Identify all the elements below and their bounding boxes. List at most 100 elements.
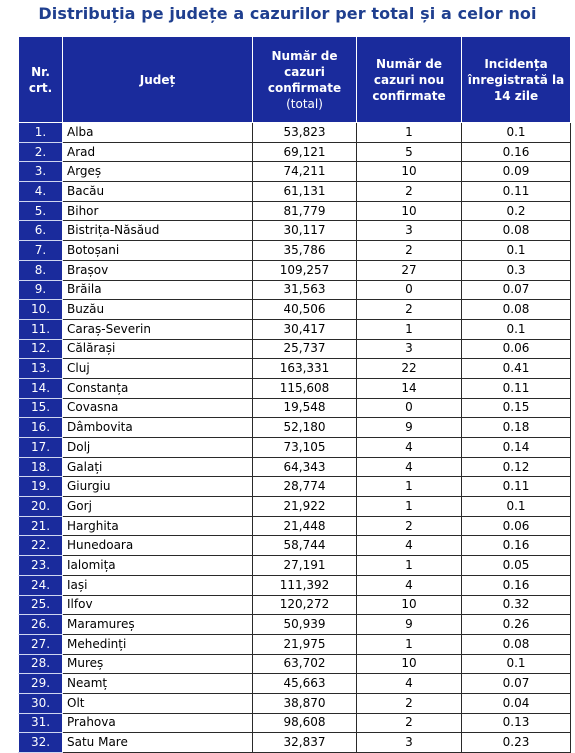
row-number-cell: 18. bbox=[18, 456, 63, 478]
header-nr: Nr. crt. bbox=[18, 36, 63, 123]
new-cases-cell: 3 bbox=[356, 338, 462, 360]
row-number-cell: 13. bbox=[18, 358, 63, 379]
incidence-cell: 0.3 bbox=[461, 259, 571, 281]
new-cases-cell: 27 bbox=[356, 259, 462, 281]
county-name-cell: Brașov bbox=[62, 259, 253, 281]
row-number-cell: 7. bbox=[18, 240, 63, 261]
total-cases-cell: 50,939 bbox=[252, 614, 357, 635]
incidence-cell: 0.15 bbox=[461, 397, 571, 419]
county-name-cell: Constanța bbox=[62, 377, 253, 399]
table-row: 3. Argeș 74,211 10 0.09 bbox=[18, 161, 571, 183]
county-name-cell: Cluj bbox=[62, 358, 253, 379]
table-row: 6. Bistrița-Năsăud 30,117 3 0.08 bbox=[18, 220, 571, 242]
new-cases-cell: 4 bbox=[356, 456, 462, 478]
county-name-cell: Bistrița-Năsăud bbox=[62, 220, 253, 242]
total-cases-cell: 73,105 bbox=[252, 437, 357, 458]
table-row: 13. Cluj 163,331 22 0.41 bbox=[18, 358, 571, 379]
new-cases-cell: 1 bbox=[356, 555, 462, 576]
incidence-cell: 0.2 bbox=[461, 200, 571, 222]
incidence-cell: 0.1 bbox=[461, 318, 571, 340]
incidence-cell: 0.16 bbox=[461, 141, 571, 163]
row-number-cell: 14. bbox=[18, 377, 63, 399]
row-number-cell: 8. bbox=[18, 259, 63, 281]
incidence-cell: 0.1 bbox=[461, 496, 571, 517]
total-cases-cell: 63,702 bbox=[252, 653, 357, 675]
table-row: 25. Ilfov 120,272 10 0.32 bbox=[18, 594, 571, 616]
incidence-cell: 0.1 bbox=[461, 653, 571, 675]
table-header: Nr. crt. Județ Număr de cazuri confirmat… bbox=[18, 36, 571, 123]
incidence-cell: 0.11 bbox=[461, 181, 571, 202]
county-name-cell: Brăila bbox=[62, 279, 253, 301]
total-cases-cell: 61,131 bbox=[252, 181, 357, 202]
incidence-cell: 0.04 bbox=[461, 692, 571, 714]
new-cases-cell: 1 bbox=[356, 633, 462, 655]
new-cases-cell: 1 bbox=[356, 122, 462, 143]
county-name-cell: Iași bbox=[62, 574, 253, 596]
row-number-cell: 25. bbox=[18, 594, 63, 616]
row-number-cell: 32. bbox=[18, 732, 63, 753]
table-row: 9. Brăila 31,563 0 0.07 bbox=[18, 279, 571, 301]
total-cases-cell: 163,331 bbox=[252, 358, 357, 379]
new-cases-cell: 10 bbox=[356, 200, 462, 222]
table-row: 14. Constanța 115,608 14 0.11 bbox=[18, 377, 571, 399]
total-cases-cell: 19,548 bbox=[252, 397, 357, 419]
county-name-cell: Botoșani bbox=[62, 240, 253, 261]
row-number-cell: 21. bbox=[18, 515, 63, 537]
county-name-cell: Ilfov bbox=[62, 594, 253, 616]
total-cases-cell: 115,608 bbox=[252, 377, 357, 399]
total-cases-cell: 45,663 bbox=[252, 673, 357, 694]
total-cases-cell: 98,608 bbox=[252, 712, 357, 734]
total-cases-cell: 21,922 bbox=[252, 496, 357, 517]
incidence-cell: 0.08 bbox=[461, 633, 571, 655]
incidence-cell: 0.12 bbox=[461, 456, 571, 478]
table-row: 28. Mureș 63,702 10 0.1 bbox=[18, 653, 571, 675]
header-total-sub: (total) bbox=[286, 96, 323, 111]
county-name-cell: Maramureș bbox=[62, 614, 253, 635]
table-title: Distribuția pe județe a cazurilor per to… bbox=[38, 4, 537, 23]
incidence-cell: 0.11 bbox=[461, 476, 571, 498]
table-row: 31. Prahova 98,608 2 0.13 bbox=[18, 712, 571, 734]
new-cases-cell: 2 bbox=[356, 181, 462, 202]
incidence-cell: 0.16 bbox=[461, 574, 571, 596]
incidence-cell: 0.18 bbox=[461, 417, 571, 438]
new-cases-cell: 10 bbox=[356, 594, 462, 616]
header-total-line-3: confirmate bbox=[267, 80, 342, 95]
row-number-cell: 22. bbox=[18, 535, 63, 557]
county-name-cell: Hunedoara bbox=[62, 535, 253, 557]
header-row: Nr. crt. Județ Număr de cazuri confirmat… bbox=[18, 36, 571, 123]
county-name-cell: Covasna bbox=[62, 397, 253, 419]
total-cases-cell: 53,823 bbox=[252, 122, 357, 143]
row-number-cell: 16. bbox=[18, 417, 63, 438]
new-cases-cell: 2 bbox=[356, 692, 462, 714]
county-name-cell: Harghita bbox=[62, 515, 253, 537]
row-number-cell: 28. bbox=[18, 653, 63, 675]
row-number-cell: 4. bbox=[18, 181, 63, 202]
row-number-cell: 10. bbox=[18, 299, 63, 320]
total-cases-cell: 69,121 bbox=[252, 141, 357, 163]
county-name-cell: Arad bbox=[62, 141, 253, 163]
table-row: 21. Harghita 21,448 2 0.06 bbox=[18, 515, 571, 537]
incidence-cell: 0.13 bbox=[461, 712, 571, 734]
total-cases-cell: 21,448 bbox=[252, 515, 357, 537]
incidence-cell: 0.09 bbox=[461, 161, 571, 183]
county-name-cell: Olt bbox=[62, 692, 253, 714]
header-noi: Număr de cazuri nou confirmate bbox=[356, 36, 462, 123]
new-cases-cell: 1 bbox=[356, 318, 462, 340]
incidence-cell: 0.11 bbox=[461, 377, 571, 399]
table-row: 12. Călărași 25,737 3 0.06 bbox=[18, 338, 571, 360]
incidence-cell: 0.08 bbox=[461, 220, 571, 242]
table-row: 20. Gorj 21,922 1 0.1 bbox=[18, 496, 571, 517]
county-name-cell: Ialomița bbox=[62, 555, 253, 576]
county-name-cell: Bihor bbox=[62, 200, 253, 222]
total-cases-cell: 40,506 bbox=[252, 299, 357, 320]
row-number-cell: 31. bbox=[18, 712, 63, 734]
table-row: 29. Neamț 45,663 4 0.07 bbox=[18, 673, 571, 694]
new-cases-cell: 2 bbox=[356, 240, 462, 261]
header-judet: Județ bbox=[62, 36, 253, 123]
table-row: 16. Dâmbovita 52,180 9 0.18 bbox=[18, 417, 571, 438]
total-cases-cell: 111,392 bbox=[252, 574, 357, 596]
row-number-cell: 19. bbox=[18, 476, 63, 498]
total-cases-cell: 30,417 bbox=[252, 318, 357, 340]
total-cases-cell: 30,117 bbox=[252, 220, 357, 242]
